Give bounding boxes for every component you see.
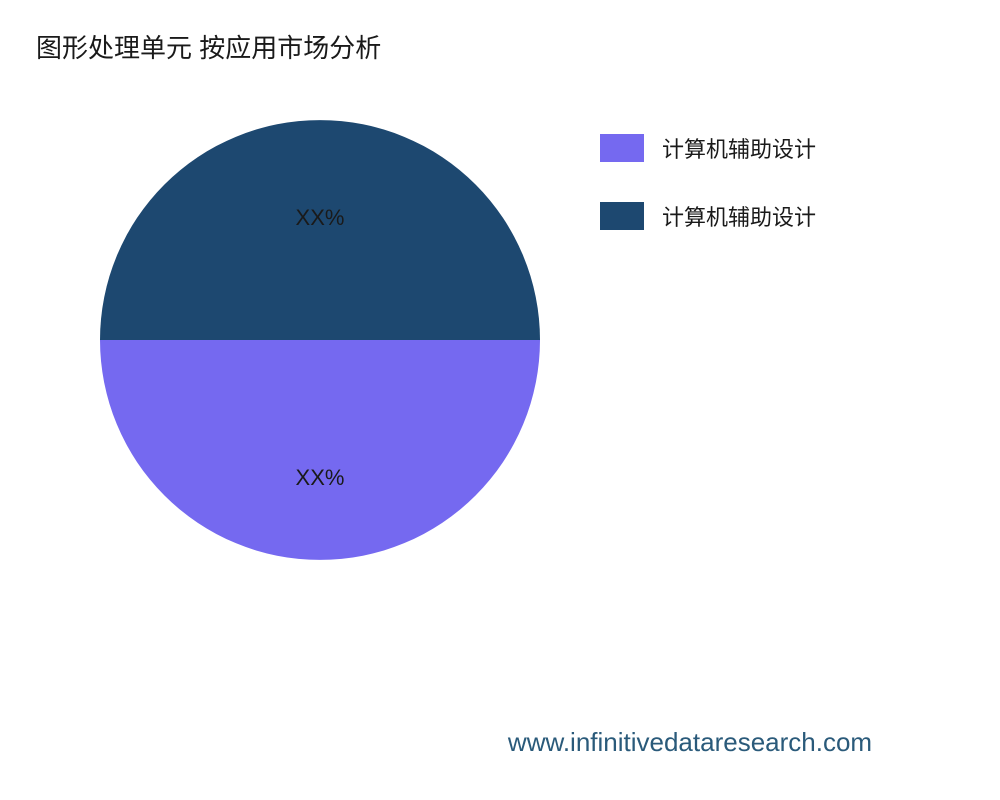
legend-label-1: 计算机辅助设计 [662, 200, 816, 232]
legend-item-0: 计算机辅助设计 [600, 132, 816, 164]
legend-swatch-0 [600, 134, 644, 162]
footer-url: www.infinitivedataresearch.com [0, 727, 1000, 758]
pie-svg [100, 120, 540, 560]
chart-title: 图形处理单元 按应用市场分析 [36, 28, 381, 65]
legend-swatch-1 [600, 202, 644, 230]
legend-item-1: 计算机辅助设计 [600, 200, 816, 232]
chart-legend: 计算机辅助设计 计算机辅助设计 [600, 132, 816, 232]
legend-label-0: 计算机辅助设计 [662, 132, 816, 164]
pie-chart: XX% XX% [100, 120, 540, 560]
pie-slice-label-0: XX% [296, 205, 345, 231]
pie-slice-1 [100, 340, 540, 560]
pie-slice-label-1: XX% [296, 465, 345, 491]
